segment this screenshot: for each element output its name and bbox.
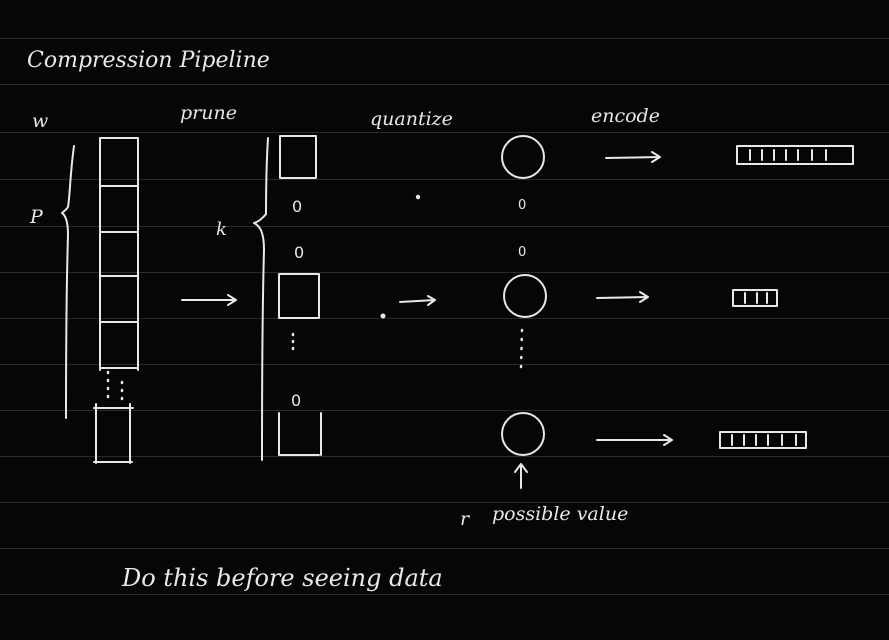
arrow-to-prune <box>181 294 237 306</box>
encoded-bits-short <box>732 289 778 307</box>
label-encode: encode <box>591 105 660 127</box>
quantized-zero-entry: 0 <box>518 198 527 213</box>
label-r: r <box>460 508 470 530</box>
ruled-line <box>0 502 889 503</box>
diagram-title: Compression Pipeline <box>27 48 270 73</box>
ruled-line <box>0 179 889 180</box>
label-p: P <box>30 206 43 228</box>
ruled-line <box>0 226 889 227</box>
w-vector-brace <box>61 145 75 419</box>
encode-arrow <box>605 151 661 163</box>
pruned-column <box>278 135 322 456</box>
arrow-to-quantize <box>399 295 436 306</box>
ruled-line <box>0 318 889 319</box>
w-weight-column <box>93 137 139 464</box>
footer-note: Do this before seeing data <box>122 564 443 592</box>
ruled-line <box>0 84 889 85</box>
label-prune: prune <box>180 102 237 124</box>
encode-arrow <box>596 434 673 446</box>
ruled-line <box>0 132 889 133</box>
stray-ink-dot <box>380 313 386 319</box>
stray-ink-dot <box>415 194 421 200</box>
encode-arrow <box>596 291 649 303</box>
encoded-bits-long <box>736 145 854 165</box>
pruned-zero-entry: 0 <box>291 391 302 410</box>
label-possible-value: possible value <box>492 503 629 525</box>
pruned-zero-entry: 0 <box>294 243 305 262</box>
pruned-vector-brace <box>253 137 269 461</box>
label-w: w <box>32 110 49 132</box>
ruled-line <box>0 38 889 39</box>
encoded-bits-medium <box>719 431 807 449</box>
label-k: k <box>216 219 227 240</box>
ruled-line <box>0 364 889 365</box>
ruled-line <box>0 594 889 595</box>
quantized-column <box>501 135 547 456</box>
arrow-up-to-values <box>514 463 528 489</box>
quantized-zero-entry: 0 <box>518 245 527 260</box>
label-quantize: quantize <box>370 108 453 130</box>
pruned-zero-entry: 0 <box>292 197 303 216</box>
ruled-line <box>0 548 889 549</box>
ruled-line <box>0 410 889 411</box>
ruled-line <box>0 456 889 457</box>
ruled-line <box>0 272 889 273</box>
